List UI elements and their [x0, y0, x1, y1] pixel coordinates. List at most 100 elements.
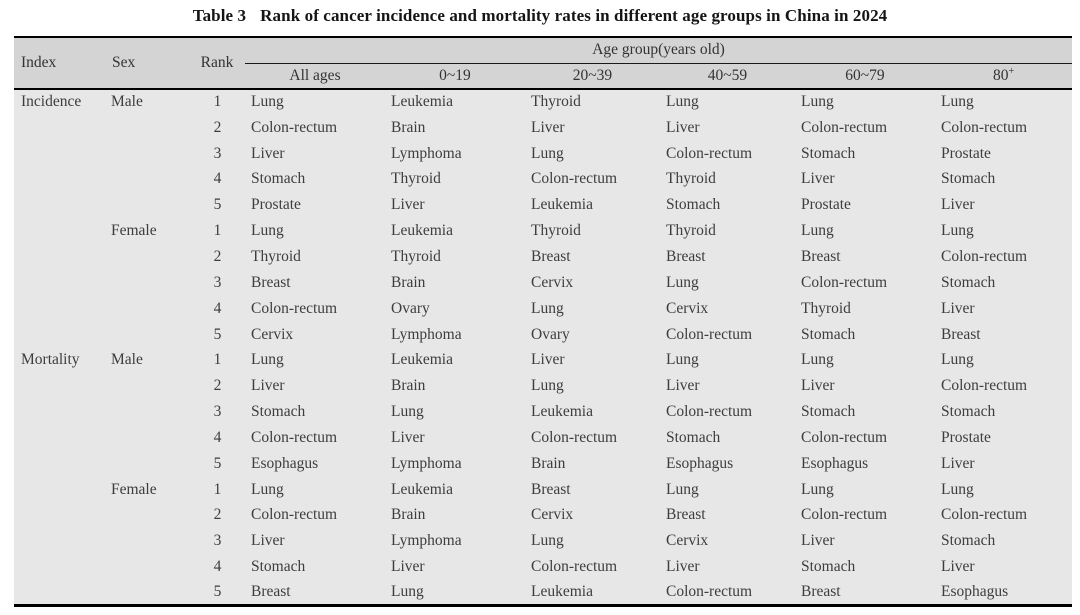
age-column-all-ages: All ages	[289, 66, 341, 84]
sex-cell: Male	[111, 351, 143, 369]
table-row: 2 Thyroid Thyroid Breast Breast Breast Colon-r…	[14, 244, 1072, 270]
cancer-cell: Liver	[391, 558, 425, 576]
cancer-cell: Thyroid	[801, 299, 851, 317]
cancer-cell: Breast	[531, 480, 571, 498]
cancer-cell: Lung	[666, 93, 699, 111]
cancer-cell: Cervix	[531, 506, 574, 524]
cancer-cell: Colon-rectum	[801, 118, 888, 136]
table-row: 3 Stomach Lung Leukemia Colon-rectum Stomach S…	[14, 399, 1072, 425]
rank-cell: 4	[213, 428, 222, 446]
sex-cell	[105, 296, 190, 322]
table-header: Index Sex Rank Age group(years old) All …	[14, 37, 1073, 89]
index-cell	[14, 115, 105, 141]
cancer-cell: Ovary	[391, 299, 430, 317]
cancer-cell: Lung	[391, 583, 424, 601]
sex-cell	[105, 580, 190, 606]
cancer-cell: Colon-rectum	[251, 299, 338, 317]
sex-cell	[105, 192, 190, 218]
table-row: 3 Liver Lymphoma Lung Colon-rectum Stomach Pro…	[14, 141, 1072, 167]
age-column-80-plus: 80+	[935, 63, 1072, 89]
cancer-cell: Colon-rectum	[531, 428, 618, 446]
cancer-cell: Colon-rectum	[666, 325, 753, 343]
cancer-cell: Breast	[666, 506, 706, 524]
cancer-cell: Ovary	[531, 325, 570, 343]
cancer-cell: Stomach	[941, 532, 996, 550]
rank-cell: 3	[213, 403, 222, 421]
index-cell	[14, 580, 105, 606]
sex-cell	[105, 554, 190, 580]
table-row: 5 Cervix Lymphoma Ovary Colon-rectum Stomach B…	[14, 322, 1072, 348]
cancer-cell: Breast	[941, 325, 981, 343]
cancer-cell: Stomach	[801, 403, 856, 421]
cancer-cell: Lymphoma	[391, 325, 462, 343]
cancer-cell: Leukemia	[391, 222, 453, 240]
cancer-cell: Lung	[251, 480, 284, 498]
cancer-cell: Breast	[666, 247, 706, 265]
cancer-cell: Leukemia	[391, 93, 453, 111]
cancer-cell: Prostate	[251, 196, 301, 214]
cancer-cell: Stomach	[251, 558, 306, 576]
cancer-cell: Thyroid	[531, 93, 581, 111]
cancer-cell: Thyroid	[666, 222, 716, 240]
cancer-cell: Liver	[666, 118, 700, 136]
cancer-cell: Stomach	[801, 558, 856, 576]
cancer-cell: Stomach	[666, 196, 721, 214]
cancer-cell: Leukemia	[531, 403, 593, 421]
cancer-cell: Colon-rectum	[941, 377, 1028, 395]
cancer-cell: Lung	[941, 93, 974, 111]
rank-column-header: Rank	[200, 54, 234, 71]
table-row: 2 Colon-rectum Brain Liver Liver Colon-rectum…	[14, 115, 1072, 141]
header-row-2: All ages 0~19 20~39 40~59 60~79 80+	[14, 63, 1072, 89]
cancer-cell: Lung	[801, 93, 834, 111]
cancer-cell: Liver	[391, 428, 425, 446]
cancer-cell: Brain	[531, 454, 566, 472]
table-row: 3 Liver Lymphoma Lung Cervix Liver Stomach	[14, 528, 1072, 554]
cancer-cell: Colon-rectum	[666, 144, 753, 162]
table-label: Table 3	[192, 6, 247, 25]
cancer-cell: Prostate	[941, 428, 991, 446]
cancer-cell: Lung	[666, 351, 699, 369]
cancer-cell: Stomach	[666, 428, 721, 446]
table-row: 5 Breast Lung Leukemia Colon-rectum Breast Eso…	[14, 580, 1072, 606]
cancer-cell: Lung	[801, 351, 834, 369]
index-cell	[14, 425, 105, 451]
cancer-cell: Esophagus	[251, 454, 319, 472]
cancer-cell: Lung	[391, 403, 424, 421]
cancer-cell: Thyroid	[666, 170, 716, 188]
cancer-cell: Lung	[531, 532, 564, 550]
index-cell	[14, 399, 105, 425]
index-cell	[14, 554, 105, 580]
index-cell	[14, 322, 105, 348]
sex-cell	[105, 167, 190, 193]
cancer-cell: Liver	[941, 454, 975, 472]
sex-cell	[105, 425, 190, 451]
index-cell	[14, 373, 105, 399]
rank-cell: 2	[213, 247, 222, 265]
cancer-cell: Lung	[531, 299, 564, 317]
index-cell	[14, 141, 105, 167]
rank-cell: 3	[213, 532, 222, 550]
cancer-cell: Liver	[251, 144, 285, 162]
cancer-cell: Leukemia	[531, 583, 593, 601]
age-column-60-79: 60~79	[845, 66, 885, 84]
cancer-cell: Thyroid	[391, 247, 441, 265]
sex-cell	[105, 373, 190, 399]
index-cell: Incidence	[21, 93, 82, 111]
cancer-cell: Colon-rectum	[941, 506, 1028, 524]
table-row: Female 1 Lung Leukemia Thyroid Thyroid Lung Lun…	[14, 218, 1072, 244]
rank-cell: 2	[213, 118, 222, 136]
sex-cell	[105, 244, 190, 270]
table-row: Mortality Male 1 Lung Leukemia Liver Lung Lung L…	[14, 347, 1072, 373]
table-row: 4 Colon-rectum Ovary Lung Cervix Thyroid Liver	[14, 296, 1072, 322]
cancer-cell: Lung	[251, 351, 284, 369]
cancer-cell: Brain	[391, 273, 426, 291]
cancer-cell: Colon-rectum	[801, 428, 888, 446]
rank-cell: 3	[213, 144, 222, 162]
sex-cell	[105, 528, 190, 554]
rank-cell: 5	[213, 583, 222, 601]
rank-cell: 5	[213, 325, 222, 343]
rank-cell: 4	[213, 558, 222, 576]
index-cell	[14, 192, 105, 218]
table-row: 5 Prostate Liver Leukemia Stomach Prostate Liv…	[14, 192, 1072, 218]
